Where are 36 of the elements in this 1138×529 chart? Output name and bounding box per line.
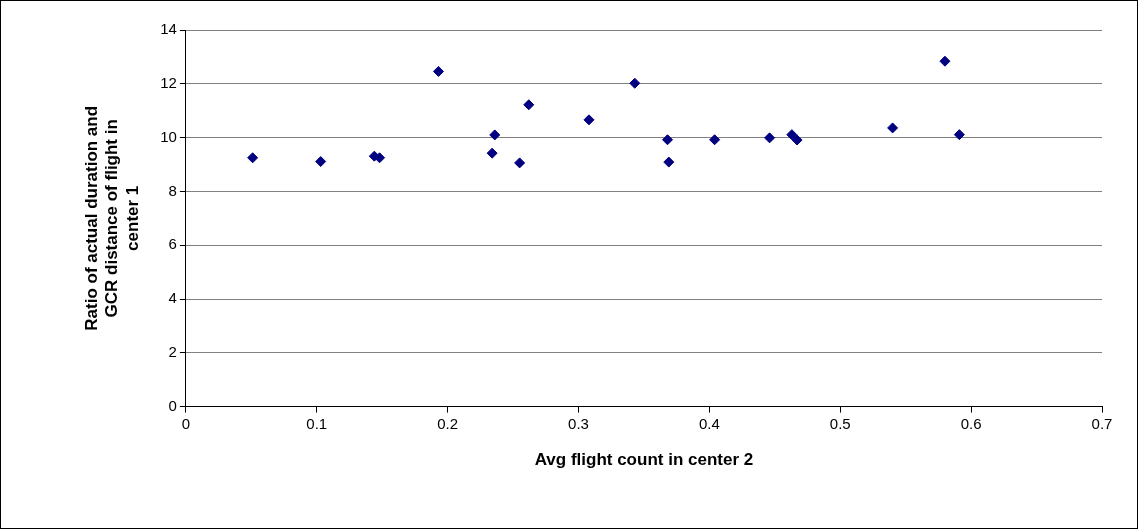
x-axis-title: Avg flight count in center 2 xyxy=(534,450,754,470)
point xyxy=(247,152,259,164)
point xyxy=(663,156,675,168)
y-tick-label: 6 xyxy=(168,235,177,253)
point xyxy=(786,129,798,141)
y-tick-label: 8 xyxy=(168,181,177,199)
point xyxy=(887,122,899,134)
x-tick-label: 0.6 xyxy=(960,414,982,432)
y-axis-title: Ratio of actual duration and GCR distance of flight in center 1 xyxy=(81,105,142,331)
y-tick-label: 14 xyxy=(160,20,177,38)
point xyxy=(523,99,535,111)
x-tick-label: 0.5 xyxy=(829,414,851,432)
y-tick-label: 4 xyxy=(168,289,177,307)
x-tick-label: 0.3 xyxy=(568,414,589,432)
point xyxy=(953,129,965,141)
point xyxy=(583,114,595,126)
point xyxy=(629,77,641,89)
point xyxy=(514,157,526,169)
x-tick-label: 0 xyxy=(181,414,191,432)
x-tick-label: 0.7 xyxy=(1091,414,1113,432)
point xyxy=(432,65,444,77)
point xyxy=(791,134,803,146)
point xyxy=(486,147,498,159)
y-tick-label: 10 xyxy=(160,127,177,145)
y-tick-label: 2 xyxy=(168,342,177,360)
point xyxy=(662,134,673,146)
x-tick-label: 0.4 xyxy=(698,414,720,432)
point xyxy=(939,55,951,67)
x-tick-label: 0.1 xyxy=(306,414,328,432)
y-tick-label: 12 xyxy=(160,73,177,91)
y-tick-label: 0 xyxy=(168,396,177,414)
point xyxy=(764,132,776,144)
point xyxy=(489,129,501,141)
point xyxy=(315,156,327,168)
x-tick-label: 0.2 xyxy=(437,414,459,432)
point xyxy=(709,134,721,146)
